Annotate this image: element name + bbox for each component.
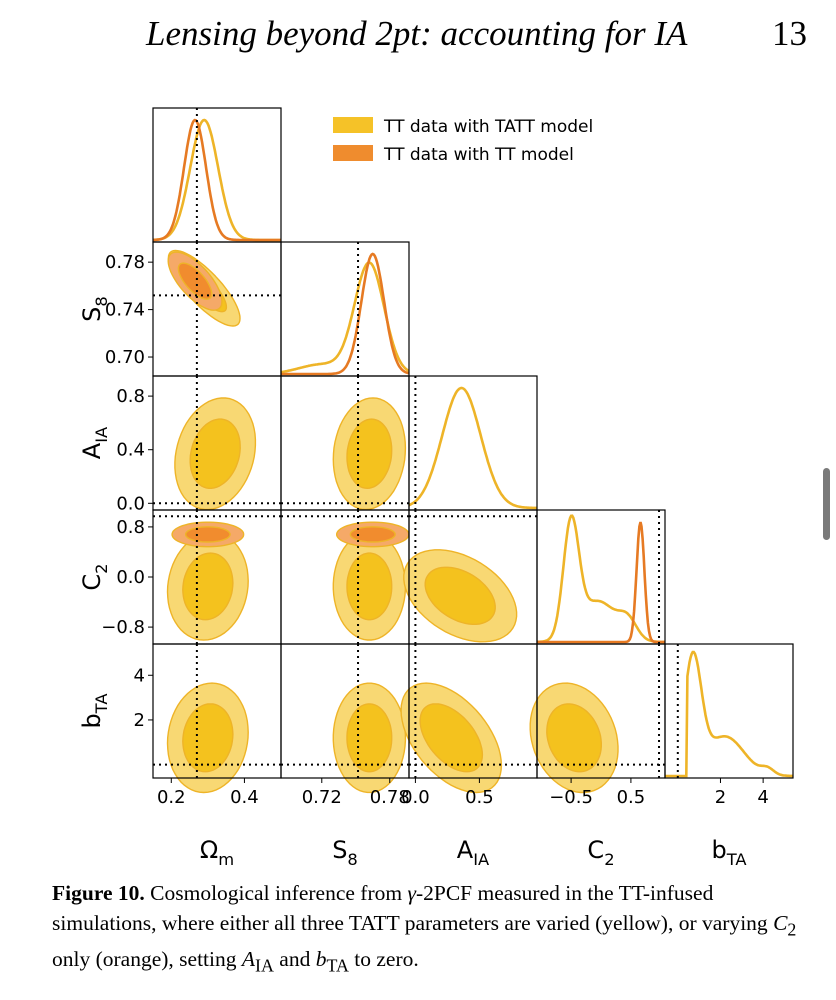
panel-4-4: [664, 643, 794, 779]
s8-c2-tatt-inner: [346, 552, 393, 621]
x-axis-label-2: AIA: [457, 836, 490, 869]
caption-label: Figure 10.: [52, 881, 145, 905]
figure-caption: Figure 10. Cosmological inference from γ…: [52, 878, 812, 981]
caption-text-1: Cosmological inference from: [144, 881, 408, 905]
om-s8-tt-inner: [177, 262, 213, 300]
s8-bta-tatt-inner: [346, 703, 393, 773]
om-bta-tatt-inner: [182, 703, 234, 773]
caption-c2: C: [773, 911, 788, 935]
running-title: Lensing beyond 2pt: accounting for IA: [146, 14, 688, 53]
c2-bta-tatt-inner: [546, 703, 602, 773]
s8-c2-tt-inner: [349, 526, 396, 543]
x-axis-label-3: C2: [587, 836, 614, 869]
y-tick-label-1-2: 0.70: [105, 347, 145, 368]
s8-marginal-tatt: [280, 261, 410, 374]
y-tick-label-3-0: 0.8: [116, 517, 145, 538]
caption-gamma: γ: [407, 881, 416, 905]
caption-text-5: to zero.: [348, 947, 419, 972]
caption-c2-sub: 2: [787, 919, 797, 940]
s8-marginal-tt: [281, 252, 410, 376]
caption-text-3: only (orange), setting: [52, 947, 242, 972]
x-tick-label-3-1: 0.5: [617, 787, 646, 808]
aia-c2-tatt-inner: [424, 566, 496, 625]
legend-label-1: TT data with TT model: [383, 145, 574, 165]
y-tick-label-4-0: 4: [134, 665, 145, 686]
om-marginal-tt: [153, 118, 281, 242]
x-axis-label-0: Ωm: [200, 836, 234, 869]
om-aia-tatt-inner: [189, 418, 241, 489]
x-tick-label-4-0: 2: [715, 787, 726, 808]
x-tick-label-1-1: 0.78: [370, 787, 410, 808]
legend-swatch-1: [333, 145, 373, 161]
caption-text-2: -2PCF measured in the TT-infused simulat…: [52, 881, 774, 935]
legend-label-0: TT data with TATT model: [383, 117, 593, 137]
legend-swatch-0: [333, 117, 373, 133]
c2-marginal-tatt: [536, 514, 666, 644]
panel-2-2: [408, 375, 538, 511]
y-tick-label-4-1: 2: [134, 710, 145, 731]
caption-bta-sub: TA: [326, 955, 349, 976]
aia-marginal-tatt: [408, 386, 537, 510]
caption-aia-sub: IA: [255, 955, 274, 976]
om-c2-tatt-inner: [182, 552, 234, 621]
caption-bta: b: [315, 947, 327, 972]
page-number: 13: [772, 14, 807, 53]
x-tick-label-3-0: −0.5: [549, 787, 593, 808]
x-axis-label-1: S8: [332, 836, 358, 869]
x-tick-label-4-1: 4: [757, 787, 768, 808]
y-tick-label-3-2: −0.8: [101, 617, 145, 638]
om-c2-tt-inner: [185, 526, 231, 543]
x-tick-label-0-0: 0.2: [157, 787, 186, 808]
x-tick-label-0-1: 0.4: [230, 787, 259, 808]
x-tick-label-1-0: 0.72: [302, 787, 342, 808]
y-tick-label-3-1: 0.0: [116, 567, 145, 588]
y-axis-label-3: C2: [78, 563, 111, 590]
y-tick-label-2-2: 0.0: [116, 493, 145, 514]
y-tick-label-1-1: 0.74: [105, 300, 145, 321]
y-tick-label-2-0: 0.8: [116, 386, 145, 407]
x-tick-label-2-0: 0.0: [401, 787, 430, 808]
scrollbar-thumb[interactable]: [823, 468, 830, 540]
aia-bta-tatt-inner: [419, 703, 484, 773]
panel-1-1: [280, 241, 410, 377]
x-axis-label-4: bTA: [711, 836, 747, 869]
y-axis-label-2: AIA: [78, 426, 111, 459]
y-tick-label-2-1: 0.4: [116, 440, 145, 461]
bta-marginal-tatt: [665, 650, 793, 778]
caption-text-4: and: [273, 947, 316, 972]
y-axis-label-4: bTA: [78, 693, 111, 729]
c2-marginal-tt: [537, 521, 665, 644]
caption-aia: A: [241, 947, 256, 972]
corner-plot: 0.2 0.4 Ωm 0.72 0.78 S8 0.0 0.5 AIA −0.5 0.5 C2 2 4 bT…: [78, 107, 794, 869]
running-head: Lensing beyond 2pt: accounting for IA 13: [0, 14, 836, 64]
x-tick-label-2-1: 0.5: [465, 787, 494, 808]
y-tick-label-1-0: 0.78: [105, 252, 145, 273]
